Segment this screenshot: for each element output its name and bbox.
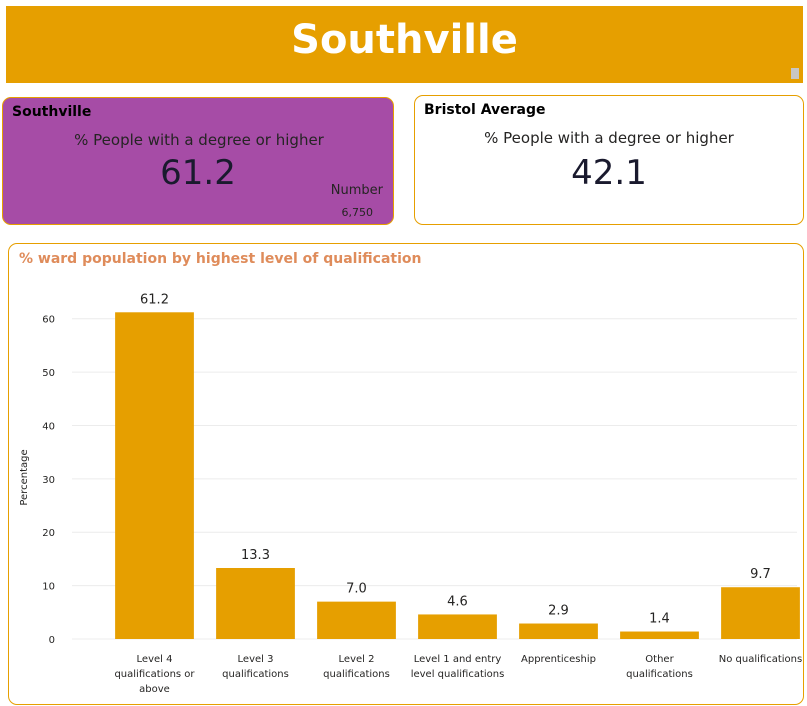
page-title: Southville [291,17,518,63]
bar [721,587,800,639]
ward-card-value: 61.2 [160,153,236,193]
bristol-average-card: Bristol Average % People with a degree o… [414,95,804,225]
ward-number-value: 6,750 [341,206,374,219]
x-category-label: No qualifications [719,654,802,665]
x-category-label: Apprenticeship [521,654,596,665]
x-category-label: level qualifications [411,669,505,680]
qualification-chart-card: % ward population by highest level of qu… [8,243,804,705]
y-tick-label: 20 [42,528,55,539]
x-category-label: Level 1 and entry [414,654,502,665]
average-card-subtitle: % People with a degree or higher [484,129,734,147]
x-category-label: qualifications [626,669,693,680]
header-banner: Southville [6,6,803,83]
y-tick-label: 60 [42,315,55,326]
data-label: 7.0 [346,582,367,597]
x-category-label: qualifications [222,669,289,680]
scrollbar-handle[interactable] [791,68,799,79]
bar [620,631,699,639]
bar [216,567,295,639]
x-category-label: Other [645,654,674,665]
ward-card-title: Southville [12,104,92,120]
x-category-label: qualifications [323,669,390,680]
data-label: 61.2 [140,292,169,307]
chart-title: % ward population by highest level of qu… [19,251,422,267]
y-tick-label: 30 [42,475,55,486]
bar [519,623,598,639]
bar [418,614,497,639]
data-label: 9.7 [750,567,771,582]
y-axis-title: Percentage [19,449,30,505]
ward-card-subtitle: % People with a degree or higher [74,131,324,149]
y-tick-label: 0 [49,635,55,646]
data-label: 1.4 [649,612,670,627]
x-category-label: qualifications or [114,669,195,680]
y-tick-label: 40 [42,421,55,432]
y-tick-label: 10 [42,582,55,593]
average-card-value: 42.1 [571,153,647,193]
data-label: 4.6 [447,594,468,609]
y-tick-label: 50 [42,368,55,379]
ward-number-label: Number [330,183,383,198]
data-label: 2.9 [548,604,569,619]
bar [115,312,194,639]
data-label: 13.3 [241,548,270,563]
bar [317,601,396,639]
x-category-label: Level 4 [137,654,173,665]
qualification-bar-chart: 0 10 20 30 40 50 60 Percentage 61.2 Level 4 qualif… [19,292,802,695]
ward-kpi-card: Southville % People with a degree or hig… [2,97,394,225]
x-category-label: above [139,684,170,695]
average-card-title: Bristol Average [424,102,546,118]
x-category-label: Level 2 [339,654,375,665]
x-category-label: Level 3 [238,654,274,665]
